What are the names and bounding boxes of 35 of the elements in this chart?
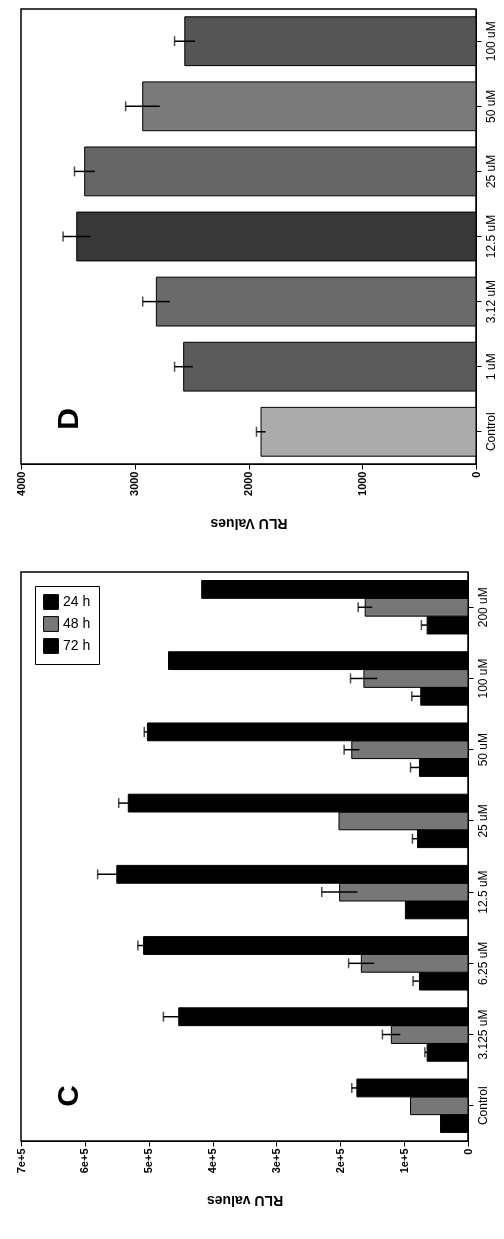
y-tick-label: 50 uM: [475, 733, 490, 767]
y-tick-label: 12.5 uM: [475, 870, 490, 914]
y-tick-label: Control: [475, 1086, 490, 1126]
x-tick-label: 0: [461, 1148, 474, 1155]
annotation: D: [51, 408, 84, 430]
legend-label: 48 h: [63, 615, 91, 631]
x-tick-label: 5e+5: [142, 1148, 155, 1174]
y-tick-label: 3.12 uM: [483, 279, 498, 324]
x-tick-label: 1e+5: [397, 1148, 410, 1174]
x-tick-label: 4000: [14, 471, 27, 496]
x-tick-label: 7e+5: [14, 1148, 27, 1174]
y-tick-label: 50 uM: [483, 89, 498, 123]
x-axis-title: RLU Values: [210, 515, 288, 532]
x-tick-label: 0: [469, 471, 482, 478]
annotation: C: [51, 1085, 84, 1107]
x-tick-label: 6e+5: [78, 1148, 91, 1174]
x-tick-label: 2e+5: [333, 1148, 346, 1174]
y-tick-label: 25 uM: [475, 804, 490, 838]
x-tick-label: 2000: [242, 471, 254, 496]
y-tick-label: 12.5 uM: [483, 214, 498, 259]
x-tick-label: 1000: [355, 471, 368, 496]
y-tick-label: 100 uM: [483, 21, 498, 62]
y-tick-label: 25 uM: [483, 154, 498, 189]
y-tick-label: Control: [483, 412, 498, 452]
y-tick-label: 6.25 uM: [475, 941, 490, 985]
y-tick-label: 3.125 uM: [475, 1009, 490, 1060]
x-tick-label: 3e+5: [269, 1148, 282, 1174]
y-tick-label: 100 uM: [475, 658, 490, 699]
x-axis-title: RLU values: [206, 1193, 284, 1210]
legend-label: 72 h: [63, 637, 91, 653]
x-tick-label: 4e+5: [206, 1148, 219, 1174]
y-tick-label: 1 uM: [483, 353, 498, 381]
x-tick-label: 3000: [128, 471, 141, 496]
y-tick-label: 200 uM: [475, 587, 490, 628]
legend-label: 24 h: [63, 593, 91, 609]
